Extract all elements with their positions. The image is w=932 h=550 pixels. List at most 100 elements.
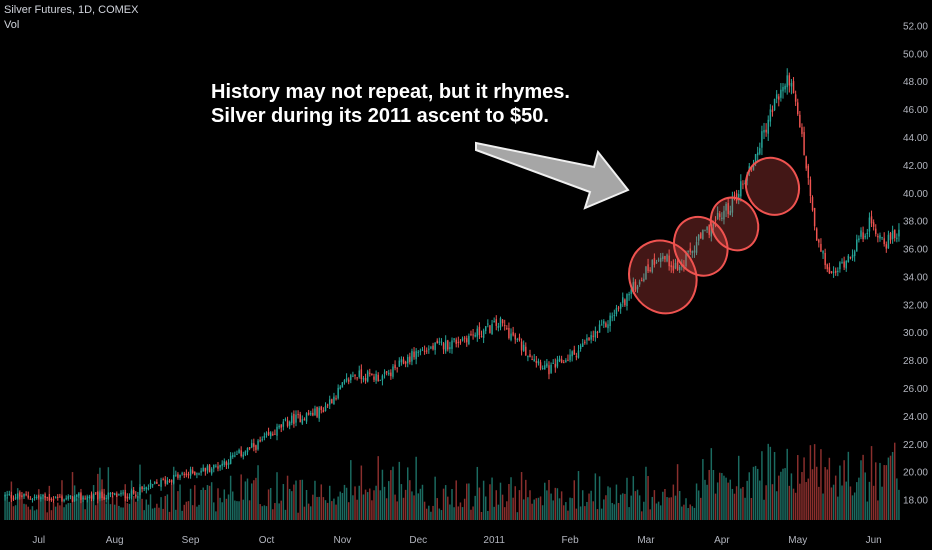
candle-body	[78, 493, 80, 496]
candle-body	[775, 94, 778, 99]
candle-body	[716, 212, 719, 220]
candle-body	[516, 339, 519, 341]
volume-bar	[118, 505, 120, 520]
y-tick-label: 22.00	[903, 440, 928, 451]
candle-body	[339, 386, 342, 390]
volume-bar	[194, 485, 196, 520]
candle-body	[297, 413, 299, 415]
volume-bar	[331, 501, 333, 520]
candle-body	[354, 375, 356, 377]
volume-bar	[562, 505, 565, 520]
volume-bar	[434, 476, 436, 520]
candle-body	[57, 496, 59, 498]
volume-bar	[404, 489, 407, 520]
candle-body	[807, 165, 810, 178]
volume-bar	[109, 504, 112, 520]
candle-body	[135, 494, 137, 497]
candle-body	[73, 496, 76, 502]
x-tick-label: May	[788, 535, 807, 546]
volume-bar	[689, 504, 691, 520]
candle-body	[307, 412, 310, 415]
candle-body	[520, 341, 523, 351]
volume-bar	[702, 459, 704, 520]
x-tick-label: Oct	[259, 535, 275, 546]
candle-body	[809, 179, 812, 197]
candle-body	[799, 114, 801, 128]
candle-body	[259, 440, 261, 442]
volume-bar	[383, 486, 386, 520]
candle-body	[752, 163, 755, 171]
volume-bar	[394, 494, 396, 520]
candle-body	[714, 219, 717, 221]
volume-bar	[565, 502, 567, 520]
volume-bar	[244, 481, 247, 520]
candle-body	[213, 464, 215, 469]
candle-body	[657, 259, 660, 261]
volume-bar	[419, 488, 422, 520]
candle-body	[101, 491, 103, 499]
candle-body	[345, 378, 348, 381]
volume-bar	[527, 497, 529, 520]
candle-body	[815, 228, 818, 241]
highlight-circle	[628, 239, 698, 315]
volume-bar	[29, 509, 32, 520]
candle-body	[109, 493, 112, 495]
candle-body	[440, 341, 443, 343]
volume-bar	[430, 511, 432, 520]
volume-bar	[472, 506, 474, 520]
volume-bar	[373, 490, 375, 520]
volume-bar	[44, 492, 46, 520]
candle-body	[541, 368, 544, 370]
volume-bar	[870, 446, 873, 520]
candle-body	[54, 497, 57, 499]
volume-bar	[284, 509, 287, 520]
y-axis: 18.00 20.00 22.00 24.00 26.00 28.00 30.00 32.00…	[903, 21, 928, 506]
volume-bar	[183, 504, 185, 520]
volume-bar	[581, 490, 584, 520]
volume-bar	[647, 476, 649, 520]
candle-body	[704, 230, 706, 232]
candle-body	[398, 360, 401, 367]
candle-body	[864, 235, 866, 238]
candle-body	[449, 347, 451, 350]
candle-body	[729, 210, 732, 216]
volume-bar	[573, 480, 576, 520]
volume-bar	[50, 510, 53, 520]
candle-body	[845, 260, 847, 269]
volume-bar	[588, 493, 590, 520]
candle-body	[151, 484, 154, 486]
candle-body	[375, 373, 377, 381]
candle-body	[554, 363, 557, 368]
volume-bar	[596, 509, 599, 520]
candle-body	[851, 254, 854, 258]
volume-bar	[280, 500, 282, 520]
candle-body	[881, 237, 883, 239]
candle-body	[206, 466, 209, 471]
volume-bar	[822, 493, 824, 520]
candle-body	[790, 83, 793, 87]
volume-bar	[46, 512, 48, 520]
candle-body	[257, 440, 259, 450]
candle-body	[615, 308, 618, 315]
volume-bar	[731, 488, 734, 520]
volume-bar	[177, 491, 179, 520]
candle-body	[33, 496, 36, 498]
volume-bar	[400, 484, 403, 520]
volume-bar	[544, 482, 546, 520]
volume-bar	[377, 456, 379, 520]
volume-bar	[301, 479, 304, 520]
volume-bar	[191, 505, 194, 520]
volume-bar	[778, 475, 780, 520]
candle-body	[727, 203, 729, 215]
volume-bar	[809, 445, 812, 520]
candle-body	[415, 351, 417, 360]
candlesticks	[4, 68, 900, 504]
volume-bar	[868, 481, 871, 520]
volume-bar	[594, 473, 597, 520]
volume-bar	[537, 497, 540, 520]
volume-bar	[347, 502, 350, 520]
volume-bar	[693, 507, 696, 520]
candle-body	[442, 343, 445, 350]
candle-body	[196, 473, 198, 475]
